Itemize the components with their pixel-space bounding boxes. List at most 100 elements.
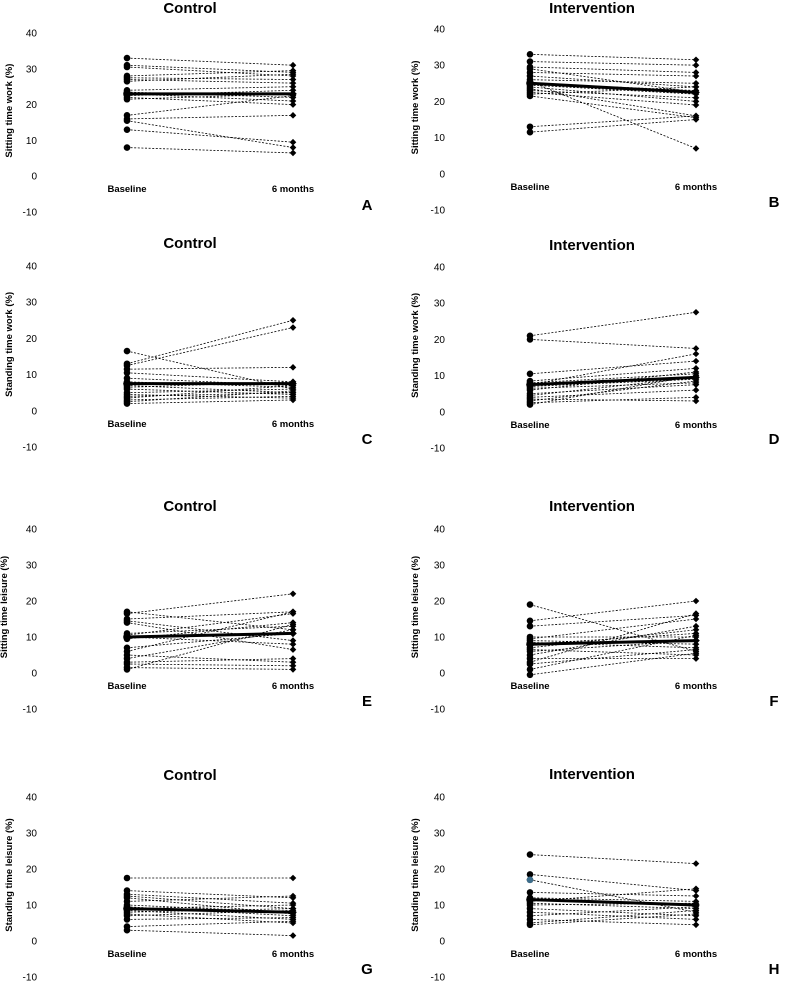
baseline-point xyxy=(526,622,534,630)
y-axis-label: Standing time work (%) xyxy=(4,292,15,397)
y-axis-label: Sitting time work (%) xyxy=(410,60,421,154)
subject-line xyxy=(126,929,294,936)
subject-line xyxy=(126,319,294,365)
followup-point xyxy=(692,368,700,376)
y-tick-label: 30 xyxy=(434,299,446,310)
followup-point xyxy=(692,56,700,64)
followup-point xyxy=(692,94,700,102)
subject-line xyxy=(126,366,294,370)
y-tick-label: 30 xyxy=(434,561,446,572)
mean-baseline-point xyxy=(123,904,131,913)
baseline-point xyxy=(526,58,534,65)
baseline-point xyxy=(526,921,534,929)
y-tick-label: 20 xyxy=(434,597,446,608)
baseline-point xyxy=(526,51,534,58)
subject-line xyxy=(529,339,697,349)
mean-followup-point xyxy=(692,88,700,97)
followup-point xyxy=(692,397,700,405)
subject-line xyxy=(126,114,294,120)
subject-line xyxy=(126,93,294,102)
y-tick-label: 0 xyxy=(439,669,445,680)
subject-line xyxy=(126,129,294,143)
followup-point xyxy=(692,145,700,152)
followup-point xyxy=(289,101,297,108)
panel-letter: G xyxy=(361,961,373,978)
chart-title: Control xyxy=(163,235,216,252)
subject-line xyxy=(529,360,697,375)
chart-panel-h: Intervention -10 0 10 20 30 40 Standing time le… xyxy=(410,766,779,983)
followup-point xyxy=(289,914,297,921)
panel-letter: C xyxy=(362,431,373,448)
followup-point xyxy=(692,101,700,109)
mean-baseline-point xyxy=(123,379,131,388)
y-tick-label: 40 xyxy=(26,525,38,536)
followup-point xyxy=(692,907,700,914)
followup-point xyxy=(289,640,297,648)
y-tick-label: 40 xyxy=(434,25,446,36)
subject-line xyxy=(529,81,697,149)
baseline-point xyxy=(123,126,131,133)
chart-panel-f: Intervention -10 0 10 20 30 40 Sitting time lei… xyxy=(410,498,779,716)
subject-line xyxy=(529,910,697,924)
followup-point xyxy=(692,916,700,923)
subject-line xyxy=(126,390,294,403)
followup-point xyxy=(692,72,700,80)
subject-line xyxy=(126,611,294,631)
baseline-point xyxy=(123,400,131,407)
y-tick-label: 0 xyxy=(31,172,37,183)
subject-line xyxy=(126,920,294,927)
followup-point xyxy=(289,396,297,404)
subject-line xyxy=(529,902,697,909)
followup-point xyxy=(289,149,297,157)
subject-line xyxy=(529,618,697,640)
mean-baseline-point xyxy=(526,380,534,389)
baseline-point xyxy=(526,370,534,378)
followup-point xyxy=(289,666,297,673)
subject-line xyxy=(126,385,294,399)
followup-point xyxy=(289,317,297,324)
baseline-point xyxy=(123,78,131,85)
subject-line xyxy=(126,613,294,636)
followup-point xyxy=(289,112,297,119)
y-axis-label: Sitting time leisure (%) xyxy=(410,556,421,658)
followup-point xyxy=(289,76,297,83)
subject-line xyxy=(126,895,294,902)
x-category-label: Baseline xyxy=(510,681,549,692)
baseline-point xyxy=(526,401,534,408)
subject-line xyxy=(126,897,294,915)
baseline-point xyxy=(123,926,131,934)
followup-point xyxy=(692,357,700,365)
followup-point xyxy=(692,892,700,900)
subject-line xyxy=(126,86,294,91)
subject-line xyxy=(529,380,697,402)
followup-point xyxy=(289,637,297,644)
subject-line xyxy=(126,73,294,82)
mean-followup-point xyxy=(289,90,297,98)
y-tick-label: -10 xyxy=(23,705,38,716)
panel-letter: F xyxy=(769,693,778,710)
y-tick-label: 40 xyxy=(26,29,38,40)
subject-line xyxy=(529,600,697,622)
followup-point xyxy=(289,917,297,925)
y-tick-label: -10 xyxy=(431,206,446,217)
subject-line xyxy=(529,119,697,133)
followup-point xyxy=(289,932,297,939)
subject-line xyxy=(126,70,294,77)
baseline-point xyxy=(526,851,534,858)
followup-point xyxy=(289,61,297,69)
mean-baseline-point xyxy=(526,79,534,88)
x-category-label: Baseline xyxy=(107,419,146,430)
subject-line xyxy=(529,913,697,926)
y-tick-label: 0 xyxy=(439,937,445,948)
mean-followup-point xyxy=(692,373,700,382)
followup-point xyxy=(692,350,700,358)
subject-line xyxy=(529,91,697,106)
subject-line xyxy=(126,385,294,394)
y-tick-label: 10 xyxy=(26,370,38,381)
subject-line xyxy=(529,396,697,404)
x-category-label: Baseline xyxy=(107,184,146,195)
y-tick-label: 10 xyxy=(434,901,446,912)
subject-line xyxy=(529,908,697,917)
baseline-point xyxy=(123,63,131,71)
followup-point xyxy=(692,649,700,657)
